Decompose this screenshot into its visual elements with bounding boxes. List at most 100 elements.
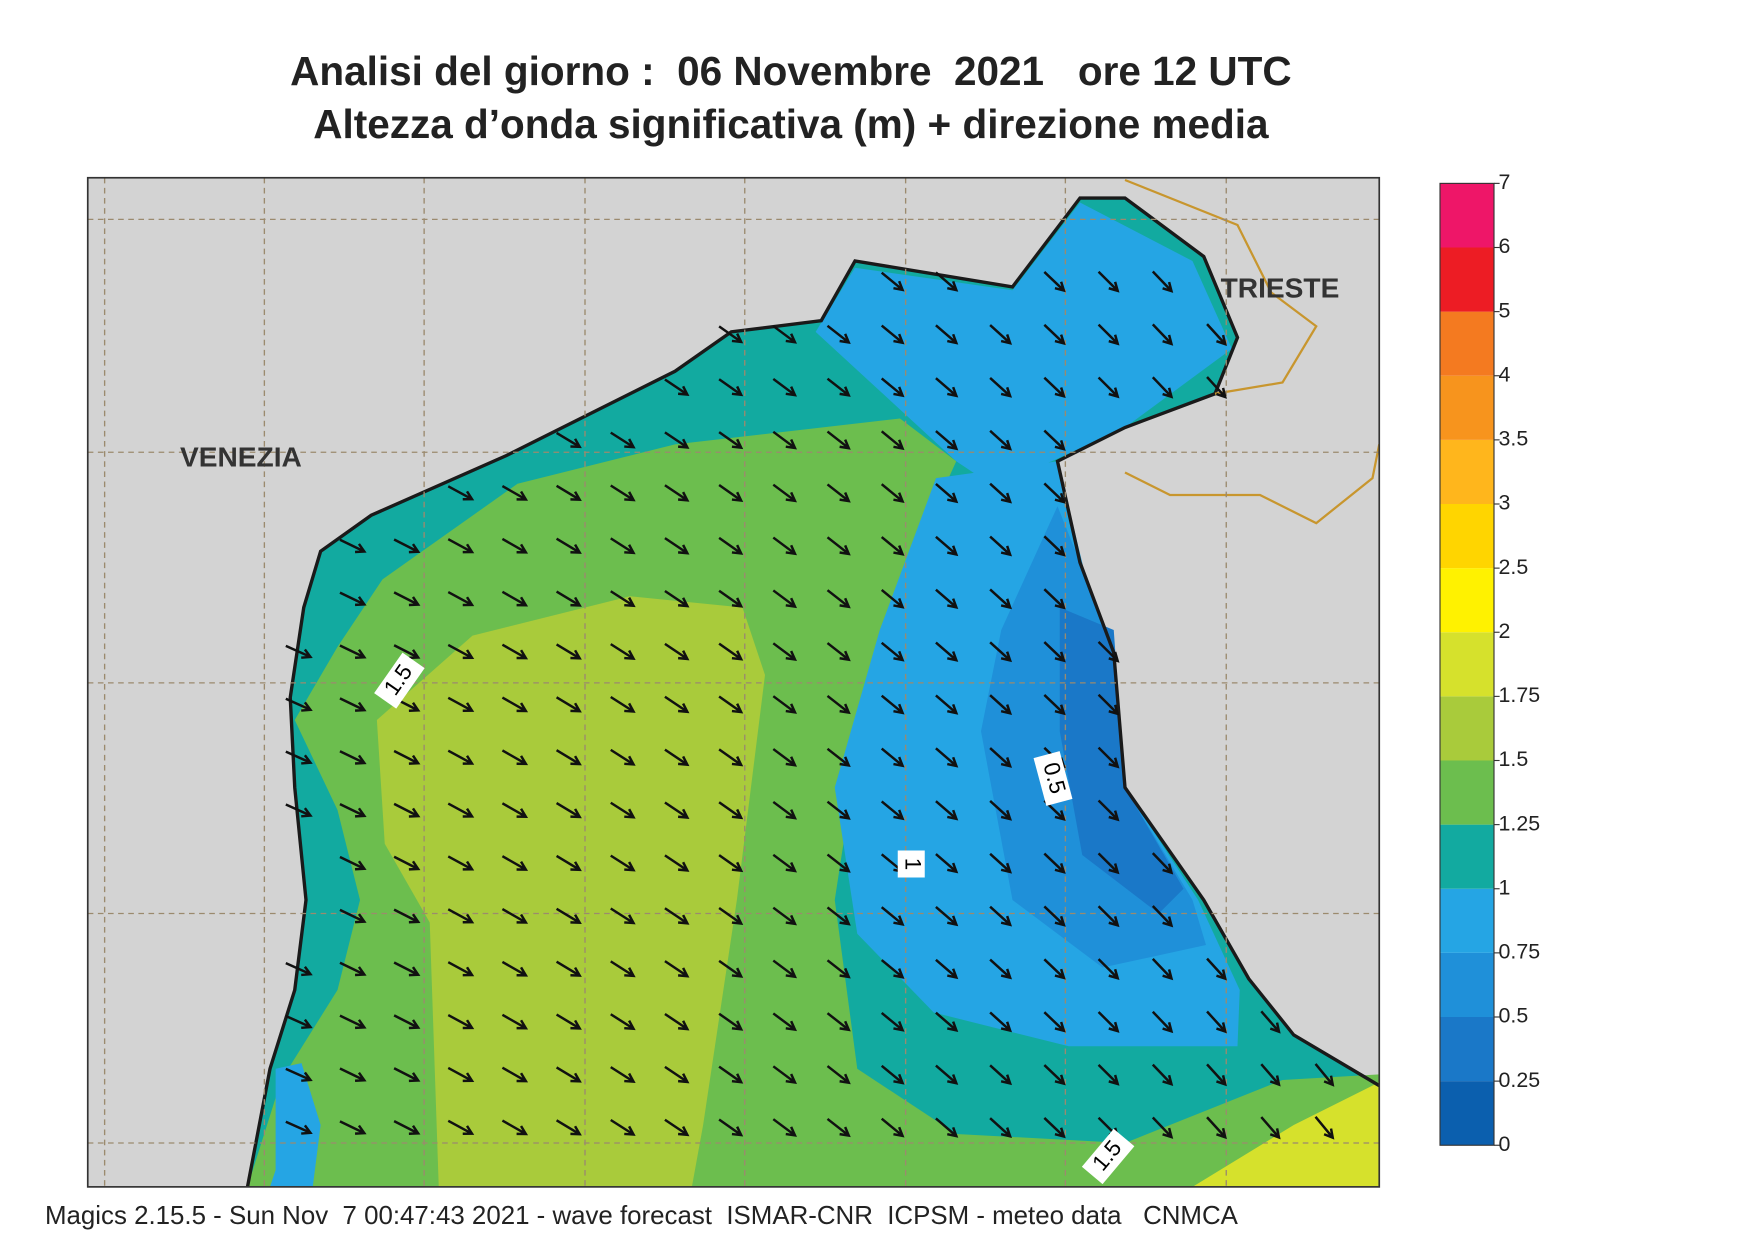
arrow — [826, 959, 851, 979]
arrow — [1043, 535, 1066, 557]
arrow — [555, 1066, 582, 1083]
arrow — [935, 747, 959, 768]
colorbar-tick-label: 6 — [1499, 234, 1511, 258]
colorbar-tick-label: 3 — [1499, 491, 1511, 515]
arrow — [718, 589, 744, 608]
colorbar-tick-label: 2 — [1499, 619, 1511, 643]
arrow — [718, 1012, 744, 1031]
arrow — [610, 590, 636, 608]
arrow — [1097, 1063, 1120, 1086]
arrow — [935, 641, 959, 662]
arrow — [664, 1065, 690, 1084]
arrow — [1151, 958, 1174, 981]
arrow — [610, 1118, 636, 1136]
arrow — [935, 1064, 959, 1085]
arrow — [826, 747, 851, 768]
arrow — [1043, 905, 1066, 927]
arrow — [447, 1013, 475, 1030]
arrow — [501, 960, 529, 977]
contour-label-box: 1 — [897, 850, 925, 878]
arrow — [772, 695, 797, 714]
arrow — [664, 589, 690, 608]
arrow — [880, 588, 905, 609]
arrow — [664, 537, 690, 555]
arrow — [555, 643, 582, 660]
arrow — [393, 1067, 421, 1083]
arrow — [989, 588, 1013, 610]
arrow — [772, 959, 797, 979]
arrow — [718, 1065, 744, 1084]
arrow — [935, 324, 959, 345]
arrow — [555, 484, 582, 502]
colorbar-frame — [1439, 182, 1495, 1146]
arrow — [285, 644, 313, 659]
colorbar-tick-label: 7 — [1499, 170, 1511, 194]
arrow — [664, 907, 690, 925]
arrow — [989, 958, 1013, 980]
arrow — [1206, 323, 1227, 346]
arrow — [826, 906, 851, 926]
arrow — [393, 749, 421, 765]
arrow — [1151, 1116, 1174, 1139]
arrow — [1043, 958, 1066, 980]
arrow — [880, 324, 905, 345]
arrow — [664, 801, 690, 819]
arrow — [989, 641, 1013, 663]
colorbar-bin — [1440, 375, 1494, 440]
arrow — [501, 802, 529, 818]
arrow — [1043, 429, 1066, 451]
colorbar-bin — [1440, 183, 1494, 248]
colorbar-tick-label: 0 — [1499, 1132, 1511, 1156]
arrow — [1097, 270, 1120, 293]
arrow — [610, 801, 636, 819]
arrow — [1151, 270, 1174, 293]
arrow — [989, 747, 1013, 768]
arrow — [447, 802, 475, 818]
arrow — [880, 483, 905, 503]
map-frame — [86, 176, 1381, 1188]
arrow — [826, 1117, 851, 1138]
arrow — [610, 537, 636, 555]
arrow — [718, 431, 744, 450]
arrow — [339, 1120, 367, 1135]
arrow — [501, 907, 529, 924]
arrow — [501, 696, 529, 713]
colorbar-bin — [1440, 632, 1494, 697]
arrow — [1043, 1117, 1066, 1139]
arrow — [718, 906, 744, 926]
arrow — [826, 800, 851, 820]
colorbar-bin — [1440, 1081, 1494, 1146]
arrow — [989, 377, 1013, 398]
arrow — [826, 589, 851, 609]
arrow — [393, 802, 421, 818]
arrow — [772, 800, 797, 820]
arrow — [826, 694, 851, 715]
arrow — [935, 694, 959, 715]
arrow — [664, 854, 690, 872]
arrow — [772, 906, 797, 926]
arrow — [826, 642, 851, 662]
arrow — [1043, 271, 1066, 293]
arrow — [1043, 1011, 1066, 1033]
arrow — [772, 748, 797, 767]
colorbar-tick-label: 1.5 — [1499, 747, 1529, 771]
arrow — [880, 694, 905, 715]
arrow — [1206, 1010, 1227, 1034]
arrow — [610, 907, 636, 925]
arrow — [772, 325, 797, 344]
arrow — [555, 590, 582, 607]
arrow — [772, 1065, 797, 1084]
arrow — [826, 324, 851, 345]
arrow — [447, 1119, 475, 1136]
arrow — [610, 960, 636, 978]
arrow — [772, 377, 797, 397]
arrow — [1097, 376, 1120, 399]
arrow — [664, 1012, 690, 1031]
arrow — [555, 1119, 582, 1136]
colorbar-bin — [1440, 888, 1494, 953]
arrow — [989, 1064, 1013, 1086]
arrow — [989, 535, 1013, 557]
arrow — [935, 430, 959, 451]
